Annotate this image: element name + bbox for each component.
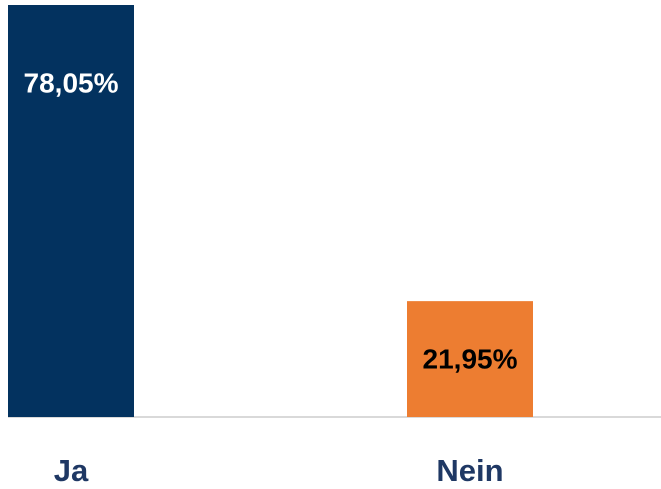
x-tick-label: Nein	[436, 453, 503, 488]
value-label: 21,95%	[423, 343, 518, 374]
value-label: 78,05%	[24, 67, 119, 98]
bar	[407, 301, 533, 417]
bar	[8, 5, 134, 417]
x-tick-label: Ja	[54, 453, 89, 488]
